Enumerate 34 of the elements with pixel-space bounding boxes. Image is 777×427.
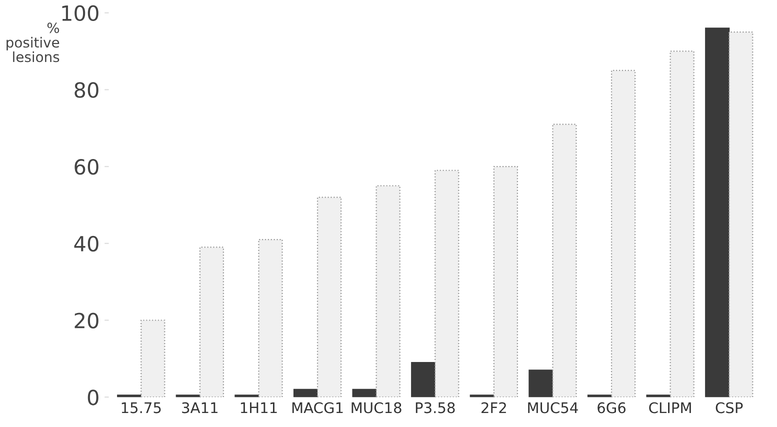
y-axis-title: % positive lesions xyxy=(6,22,60,62)
bar xyxy=(140,320,166,398)
x-tick-label: 15.75 xyxy=(122,402,161,414)
bar xyxy=(316,196,342,398)
y-tick-label: 20 xyxy=(74,312,98,328)
bar xyxy=(258,238,283,398)
y-tick-label: 40 xyxy=(74,236,98,252)
x-tick-label: MUC18 xyxy=(352,402,402,414)
x-tick-label: MUC54 xyxy=(528,402,578,414)
x-tick-label: CSP xyxy=(716,402,743,414)
bar xyxy=(610,70,636,398)
bar xyxy=(705,28,730,398)
y-tick-label: 0 xyxy=(88,390,98,406)
x-tick-label: 6G6 xyxy=(598,402,626,414)
bar xyxy=(376,185,400,398)
x-tick-label: CLIPM xyxy=(649,402,691,414)
y-tick-label: 60 xyxy=(74,158,98,175)
bar xyxy=(493,166,518,398)
bar xyxy=(670,50,694,398)
bar xyxy=(728,31,754,398)
bar xyxy=(434,170,460,398)
x-tick-label: 2F2 xyxy=(482,402,506,414)
bar xyxy=(552,124,577,398)
x-tick-label: P3.58 xyxy=(416,402,455,414)
x-tick-label: MACG1 xyxy=(292,402,343,414)
bar xyxy=(293,388,318,398)
bar xyxy=(352,388,377,398)
y-tick-label: 80 xyxy=(74,82,98,98)
x-tick-label: 1H11 xyxy=(240,402,277,414)
bar xyxy=(528,370,554,398)
y-tick-label: 100 xyxy=(62,5,98,22)
bar xyxy=(411,362,436,398)
x-tick-label: 3A11 xyxy=(182,402,218,414)
bar xyxy=(199,246,224,398)
